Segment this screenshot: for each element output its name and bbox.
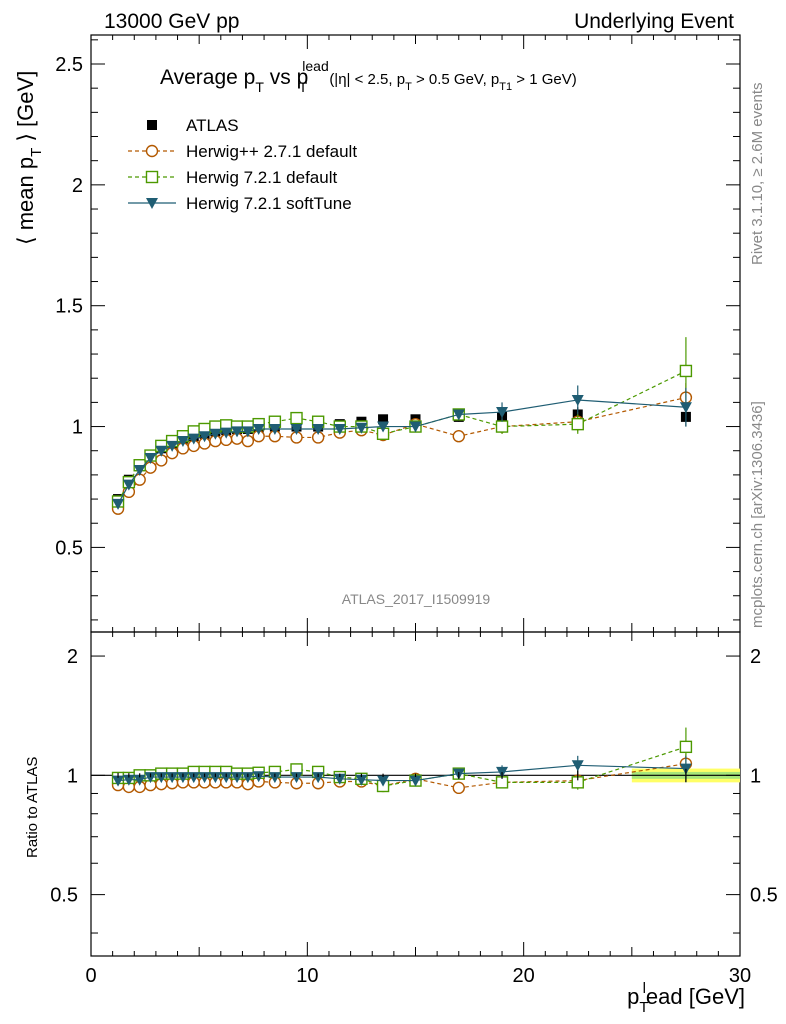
marker-softtune [209, 428, 222, 440]
marker-herwig721 [571, 417, 584, 431]
marker-softtune [312, 772, 325, 784]
marker-softtune [409, 421, 422, 433]
marker-softtune [290, 423, 303, 435]
legend: ATLAS Herwig++ 2.7.1 default Herwig 7.2.1 … [128, 116, 357, 213]
series-herwig-2-7-1-default [111, 383, 693, 515]
ratio-y-axis-label: Ratio to ATLAS [24, 757, 41, 858]
marker-softtune [355, 422, 368, 434]
marker-softtune [333, 773, 346, 785]
data-series [111, 337, 693, 795]
analysis-watermark: ATLAS_2017_I1509919 [342, 591, 491, 607]
marker-softtune [144, 772, 157, 784]
ratio-plot-frame [90, 631, 741, 957]
marker-herwig721 [290, 411, 303, 425]
marker-softtune [355, 774, 368, 786]
marker-herwig721 [495, 420, 509, 433]
marker-softtune [290, 772, 303, 784]
marker-softtune [133, 465, 146, 477]
y-tick-label: 2 [72, 175, 83, 197]
y-tick-label: 0.5 [55, 537, 83, 559]
marker-softtune [176, 436, 189, 448]
marker-softtune [187, 433, 200, 445]
series-line [117, 399, 686, 505]
ratio-y-tick-label-right: 0.5 [750, 885, 778, 907]
marker-softtune [187, 772, 200, 784]
legend-label: Herwig 7.2.1 default [186, 168, 337, 187]
legend-label: Herwig++ 2.7.1 default [186, 142, 357, 161]
series-herwig-7-2-1-default [111, 337, 693, 508]
marker-softtune [496, 407, 509, 419]
x-axis-label: pTlead [GeV] [627, 980, 745, 1016]
ratio-y-tick-label-right: 2 [750, 646, 761, 668]
y-tick-label: 1 [72, 417, 83, 439]
marker-atlas [378, 414, 389, 425]
series-atlas-ratio [117, 768, 687, 783]
marker-softtune [231, 426, 244, 438]
axis-ticks: 0 10 20 30 0.5 1 1.5 2 2.5 0.5 0.5 1 1 2 2 [50, 35, 778, 987]
marker-softtune [166, 772, 179, 784]
series-line [117, 396, 687, 510]
marker-softtune [155, 445, 168, 457]
y-tick-label: 1.5 [55, 296, 83, 318]
header-right: Underlying Event [574, 10, 734, 33]
marker-softtune [122, 479, 135, 491]
marker-softtune [209, 772, 222, 784]
marker-herwigpp [145, 144, 159, 158]
marker-softtune [377, 421, 390, 433]
marker-softtune [220, 772, 233, 784]
marker-herwigpp [452, 430, 465, 443]
marker-softtune [571, 760, 584, 772]
x-tick-label: 20 [513, 965, 535, 987]
marker-softtune [133, 774, 146, 786]
marker-softtune [252, 423, 265, 435]
ratio-y-tick-label: 0.5 [50, 885, 78, 907]
x-tick-label: 10 [296, 965, 318, 987]
marker-softtune [198, 772, 211, 784]
legend-label: ATLAS [186, 116, 239, 135]
marker-herwigpp [452, 781, 465, 795]
marker-softtune [241, 772, 254, 784]
mcplots-label: mcplots.cern.ch [arXiv:1306.3436] [749, 401, 766, 628]
marker-softtune [122, 774, 135, 786]
x-tick-label: 30 [729, 965, 751, 987]
marker-softtune [198, 431, 211, 443]
header-left: 13000 GeV pp [104, 10, 239, 33]
marker-herwig721 [679, 364, 693, 378]
marker-softtune [144, 452, 157, 464]
main-y-axis-label: ⟨ mean pT ⟩ [GeV] [13, 71, 45, 245]
marker-softtune [333, 423, 346, 435]
x-tick-label: 0 [85, 965, 96, 987]
marker-softtune [571, 394, 584, 406]
marker-softtune [155, 772, 168, 784]
marker-herwig721 [679, 740, 693, 754]
marker-softtune [409, 775, 422, 787]
marker-softtune [679, 402, 692, 414]
ratio-y-tick-label: 1 [67, 765, 78, 787]
marker-softtune [146, 198, 158, 209]
series-atlas [113, 407, 691, 505]
series-herwig-7-2-1-softtune [112, 385, 692, 510]
y-tick-label: 2.5 [55, 54, 83, 76]
marker-softtune [112, 775, 125, 787]
ratio-y-tick-label-right: 1 [750, 765, 761, 787]
rivet-label: Rivet 3.1.10, ≥ 2.6M events [749, 83, 766, 266]
marker-softtune [241, 426, 254, 438]
legend-label: Herwig 7.2.1 softTune [186, 194, 352, 213]
marker-herwig721 [145, 170, 159, 184]
marker-softtune [452, 409, 465, 421]
marker-softtune [231, 772, 244, 784]
marker-atlas [147, 120, 157, 130]
marker-softtune [312, 423, 325, 435]
marker-softtune [166, 440, 179, 452]
marker-softtune [377, 775, 390, 787]
main-chart-title: Average pT vs plead T (|η| < 2.5, pT > 0.5… [160, 58, 577, 95]
marker-softtune [176, 772, 189, 784]
marker-softtune [112, 498, 125, 510]
marker-softtune [268, 772, 281, 784]
ratio-y-tick-label: 2 [67, 646, 78, 668]
marker-softtune [220, 427, 233, 439]
marker-softtune [268, 423, 281, 435]
